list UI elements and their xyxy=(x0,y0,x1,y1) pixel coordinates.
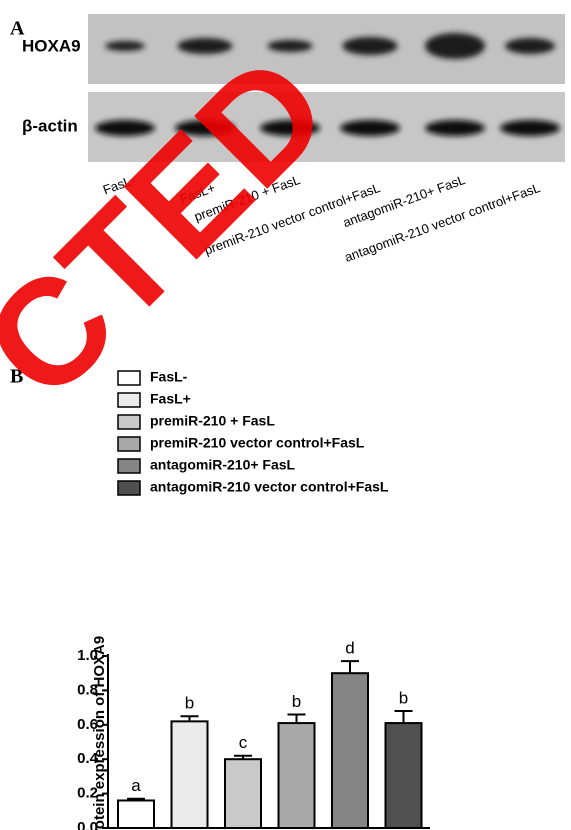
blot-row xyxy=(88,92,565,162)
annotation: d xyxy=(345,639,354,658)
band xyxy=(505,38,555,54)
legend-swatch xyxy=(117,414,141,430)
legend-label: premiR-210 vector control+FasL xyxy=(150,435,365,451)
blot-row xyxy=(88,14,565,84)
band xyxy=(342,37,398,55)
band xyxy=(267,40,313,52)
bar xyxy=(384,722,423,830)
annotation: b xyxy=(292,692,301,711)
legend-swatch xyxy=(117,458,141,474)
band xyxy=(177,38,233,54)
row-label: β-actin xyxy=(22,116,78,135)
bar xyxy=(331,672,369,830)
y-tick-label: 0.2 xyxy=(77,785,98,802)
band xyxy=(95,120,155,136)
legend-swatch xyxy=(117,436,141,452)
bands xyxy=(95,33,560,136)
annotation: c xyxy=(239,733,248,752)
legend-swatch xyxy=(117,370,141,386)
y-tick-label: 0.0 xyxy=(77,819,98,830)
legend-label: FasL- xyxy=(150,369,188,385)
legend-label: antagomiR-210+ FasL xyxy=(150,457,296,473)
band xyxy=(340,120,400,136)
band xyxy=(105,41,145,51)
legend-label: FasL+ xyxy=(150,391,191,407)
legend-label: antagomiR-210 vector control+FasL xyxy=(150,479,389,495)
annotation: b xyxy=(399,689,408,708)
annotation: a xyxy=(131,776,141,795)
y-tick-label: 0.4 xyxy=(77,750,99,767)
band xyxy=(425,33,485,59)
legend-swatch xyxy=(117,480,141,496)
y-tick-label: 0.8 xyxy=(77,681,98,698)
band xyxy=(175,120,235,136)
bar xyxy=(224,758,262,830)
panel-label: A xyxy=(10,18,25,40)
band xyxy=(260,120,320,136)
y-axis-label: protein expression of HOXA9 xyxy=(91,636,108,830)
panel-label: B xyxy=(10,366,23,388)
band xyxy=(425,120,485,136)
bar xyxy=(117,799,155,829)
legend-label: premiR-210 + FasL xyxy=(150,413,275,429)
band xyxy=(500,120,560,136)
bar xyxy=(277,722,316,830)
bar xyxy=(170,720,209,829)
annotation: b xyxy=(185,694,194,713)
legend-swatch xyxy=(117,392,141,408)
y-tick-label: 0.6 xyxy=(77,716,98,733)
y-tick-label: 1.0 xyxy=(77,647,98,664)
row-label: HOXA9 xyxy=(22,36,81,55)
